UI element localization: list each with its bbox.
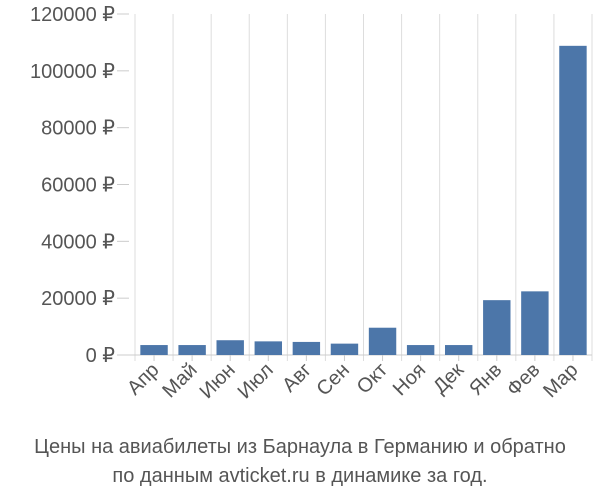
- y-tick-label: 60000 ₽: [41, 175, 115, 197]
- bar-Янв: [483, 300, 511, 355]
- x-tick-label: Авг: [278, 359, 316, 397]
- y-tick-label: 120000 ₽: [30, 4, 115, 26]
- bar-Июл: [254, 341, 283, 355]
- x-tick-label: Июл: [234, 359, 278, 403]
- bars: [140, 45, 587, 356]
- bar-chart: 0 ₽ 20000 ₽ 40000 ₽ 60000 ₽ 80000 ₽ 100000 ₽ 1…: [30, 4, 593, 403]
- bar-Ноя: [406, 345, 435, 355]
- axes: [117, 13, 592, 361]
- x-tick-label: Июн: [196, 359, 240, 403]
- bar-Апр: [140, 345, 168, 355]
- x-tick-label: Дек: [429, 359, 468, 398]
- x-tick-label: Фев: [503, 359, 545, 401]
- bar-Сен: [330, 343, 359, 355]
- caption-line-1: Цены на авиабилеты из Барнаула в Германи…: [34, 436, 566, 458]
- y-tick-label: 40000 ₽: [41, 231, 115, 253]
- bar-Мар: [559, 45, 587, 356]
- bar-Дек: [444, 345, 473, 355]
- x-tick-label: Янв: [465, 359, 506, 400]
- x-tick-label: Сен: [313, 359, 354, 400]
- y-tick-label: 20000 ₽: [41, 288, 115, 310]
- x-tick-label: Мар: [539, 359, 582, 402]
- y-tick-labels: 0 ₽ 20000 ₽ 40000 ₽ 60000 ₽ 80000 ₽ 100000 ₽ 1…: [30, 4, 115, 367]
- x-tick-label: Окт: [353, 359, 392, 398]
- y-tick-label: 100000 ₽: [30, 61, 115, 83]
- bar-Авг: [292, 341, 321, 355]
- x-tick-label: Апр: [123, 359, 164, 400]
- caption-line-2: по данным avticket.ru в динамике за год.: [112, 465, 488, 487]
- bar-Май: [178, 345, 206, 355]
- grid-lines: [134, 14, 593, 361]
- y-tick-label: 80000 ₽: [41, 118, 115, 140]
- bar-Окт: [368, 327, 397, 355]
- bar-Фев: [521, 291, 549, 355]
- x-tick-label: Май: [158, 359, 201, 402]
- y-tick-label: 0 ₽: [86, 345, 116, 367]
- bar-Июн: [216, 340, 244, 355]
- x-tick-label: Ноя: [389, 359, 430, 400]
